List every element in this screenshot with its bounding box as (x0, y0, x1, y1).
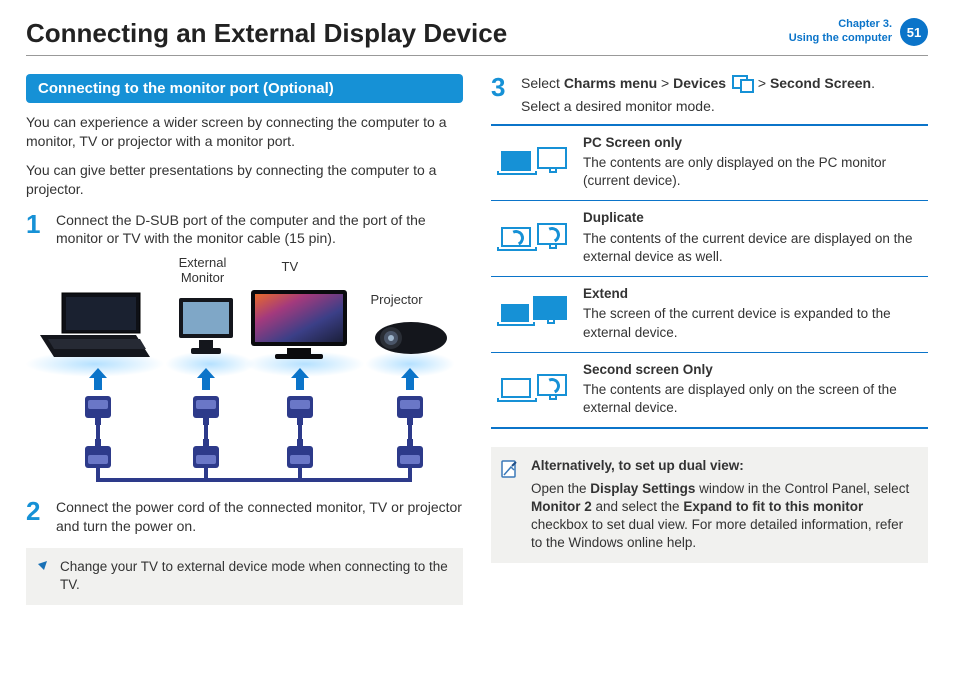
chapter-line1: Chapter 3. (789, 18, 892, 32)
monitor-icon (177, 296, 235, 361)
mode-desc: The contents are displayed only on the s… (583, 382, 897, 415)
tv-note: Change your TV to external device mode w… (26, 548, 463, 604)
mode-title: Second screen Only (583, 361, 922, 379)
vga-connector-icon (287, 446, 313, 468)
cable-segment (96, 418, 100, 444)
mode-text-second-only: Second screen Only The contents are disp… (577, 353, 928, 428)
mode-desc: The contents are only displayed on the P… (583, 155, 886, 188)
arrow-up-icon (293, 368, 307, 390)
alt-body: Open the Display Settings window in the … (531, 480, 916, 553)
tv-icon (249, 288, 349, 363)
tv-note-text: Change your TV to external device mode w… (60, 559, 448, 592)
chapter-block: Chapter 3. Using the computer 51 (789, 18, 928, 46)
cable-segment (204, 418, 208, 444)
cable-segment (298, 468, 302, 480)
chapter-text: Chapter 3. Using the computer (789, 18, 892, 46)
mode-text-duplicate: Duplicate The contents of the current de… (577, 201, 928, 276)
laptop-icon (40, 291, 150, 364)
vga-connector-icon (85, 446, 111, 468)
cable-bar (96, 478, 412, 482)
step3-gt1: > (657, 75, 673, 91)
step-2-text: Connect the power cord of the connected … (56, 498, 463, 536)
step3-gt2: > (754, 75, 770, 91)
alt-close: checkbox to set dual view. For more deta… (531, 517, 903, 550)
alt-b2: Monitor 2 (531, 499, 592, 514)
page-number-badge: 51 (900, 18, 928, 46)
alt-heading: Alternatively, to set up dual view: (531, 458, 744, 473)
step3-b3: Second Screen (770, 75, 871, 91)
chapter-line2: Using the computer (789, 32, 892, 46)
step-1-number: 1 (26, 211, 46, 249)
vga-connector-icon (85, 396, 111, 418)
cable-segment (96, 468, 100, 480)
mode-title: Extend (583, 285, 922, 303)
label-external-monitor: External Monitor (173, 256, 233, 286)
mode-text-pc-only: PC Screen only The contents are only dis… (577, 126, 928, 201)
page-title: Connecting an External Display Device (26, 18, 507, 49)
step-1: 1 Connect the D-SUB port of the computer… (26, 211, 463, 249)
step-3-body: Select Charms menu > Devices > Second Sc… (521, 74, 875, 116)
section-heading: Connecting to the monitor port (Optional… (26, 74, 463, 103)
connection-diagram: External Monitor TV Projector (35, 256, 455, 486)
step3-b2: Devices (673, 75, 726, 91)
left-column: Connecting to the monitor port (Optional… (26, 74, 463, 605)
alt-mid1: window in the Control Panel, select (695, 481, 909, 496)
page-header: Connecting an External Display Device Ch… (26, 18, 928, 56)
step3-b1: Charms menu (564, 75, 657, 91)
label-tv: TV (282, 259, 299, 274)
alt-open: Open the (531, 481, 590, 496)
alt-note: Alternatively, to set up dual view: Open… (491, 447, 928, 562)
step-2: 2 Connect the power cord of the connecte… (26, 498, 463, 536)
step-3: 3 Select Charms menu > Devices > Second … (491, 74, 928, 116)
mode-icon-second-only (491, 353, 577, 428)
arrow-up-icon (403, 368, 417, 390)
intro-para-2: You can give better presentations by con… (26, 161, 463, 199)
projector-icon (371, 316, 449, 363)
mode-desc: The screen of the current device is expa… (583, 306, 891, 339)
cable-segment (204, 468, 208, 480)
right-column: 3 Select Charms menu > Devices > Second … (491, 74, 928, 605)
arrow-up-icon (91, 368, 105, 390)
intro-block: You can experience a wider screen by con… (26, 113, 463, 199)
label-projector: Projector (371, 292, 423, 307)
mode-desc: The contents of the current device are d… (583, 231, 912, 264)
vga-connector-icon (397, 396, 423, 418)
content-columns: Connecting to the monitor port (Optional… (26, 74, 928, 605)
mode-row-second-only: Second screen Only The contents are disp… (491, 353, 928, 428)
arrow-up-icon (199, 368, 213, 390)
note-doc-icon (499, 459, 521, 486)
note-pin-icon (34, 558, 50, 579)
mode-title: PC Screen only (583, 134, 922, 152)
step-2-number: 2 (26, 498, 46, 536)
cable-segment (408, 418, 412, 444)
alt-b1: Display Settings (590, 481, 695, 496)
cable-segment (298, 418, 302, 444)
mode-text-extend: Extend The screen of the current device … (577, 277, 928, 352)
cable-segment (408, 468, 412, 480)
mode-row-duplicate: Duplicate The contents of the current de… (491, 201, 928, 277)
mode-table: PC Screen only The contents are only dis… (491, 124, 928, 430)
step3-suffix: . (871, 75, 875, 91)
mode-row-extend: Extend The screen of the current device … (491, 277, 928, 353)
devices-icon (732, 75, 752, 91)
mode-row-pc-only: PC Screen only The contents are only dis… (491, 126, 928, 202)
mode-title: Duplicate (583, 209, 922, 227)
vga-connector-icon (287, 396, 313, 418)
vga-connector-icon (397, 446, 423, 468)
vga-connector-icon (193, 396, 219, 418)
mode-icon-pc-only (491, 126, 577, 201)
alt-mid2: and select the (592, 499, 684, 514)
step3-prefix: Select (521, 75, 564, 91)
mode-icon-extend (491, 277, 577, 352)
step3-line2: Select a desired monitor mode. (521, 97, 875, 116)
vga-connector-icon (193, 446, 219, 468)
mode-icon-duplicate (491, 201, 577, 276)
step-1-text: Connect the D-SUB port of the computer a… (56, 211, 463, 249)
step-3-number: 3 (491, 74, 511, 116)
intro-para-1: You can experience a wider screen by con… (26, 113, 463, 151)
alt-b3: Expand to fit to this monitor (683, 499, 863, 514)
